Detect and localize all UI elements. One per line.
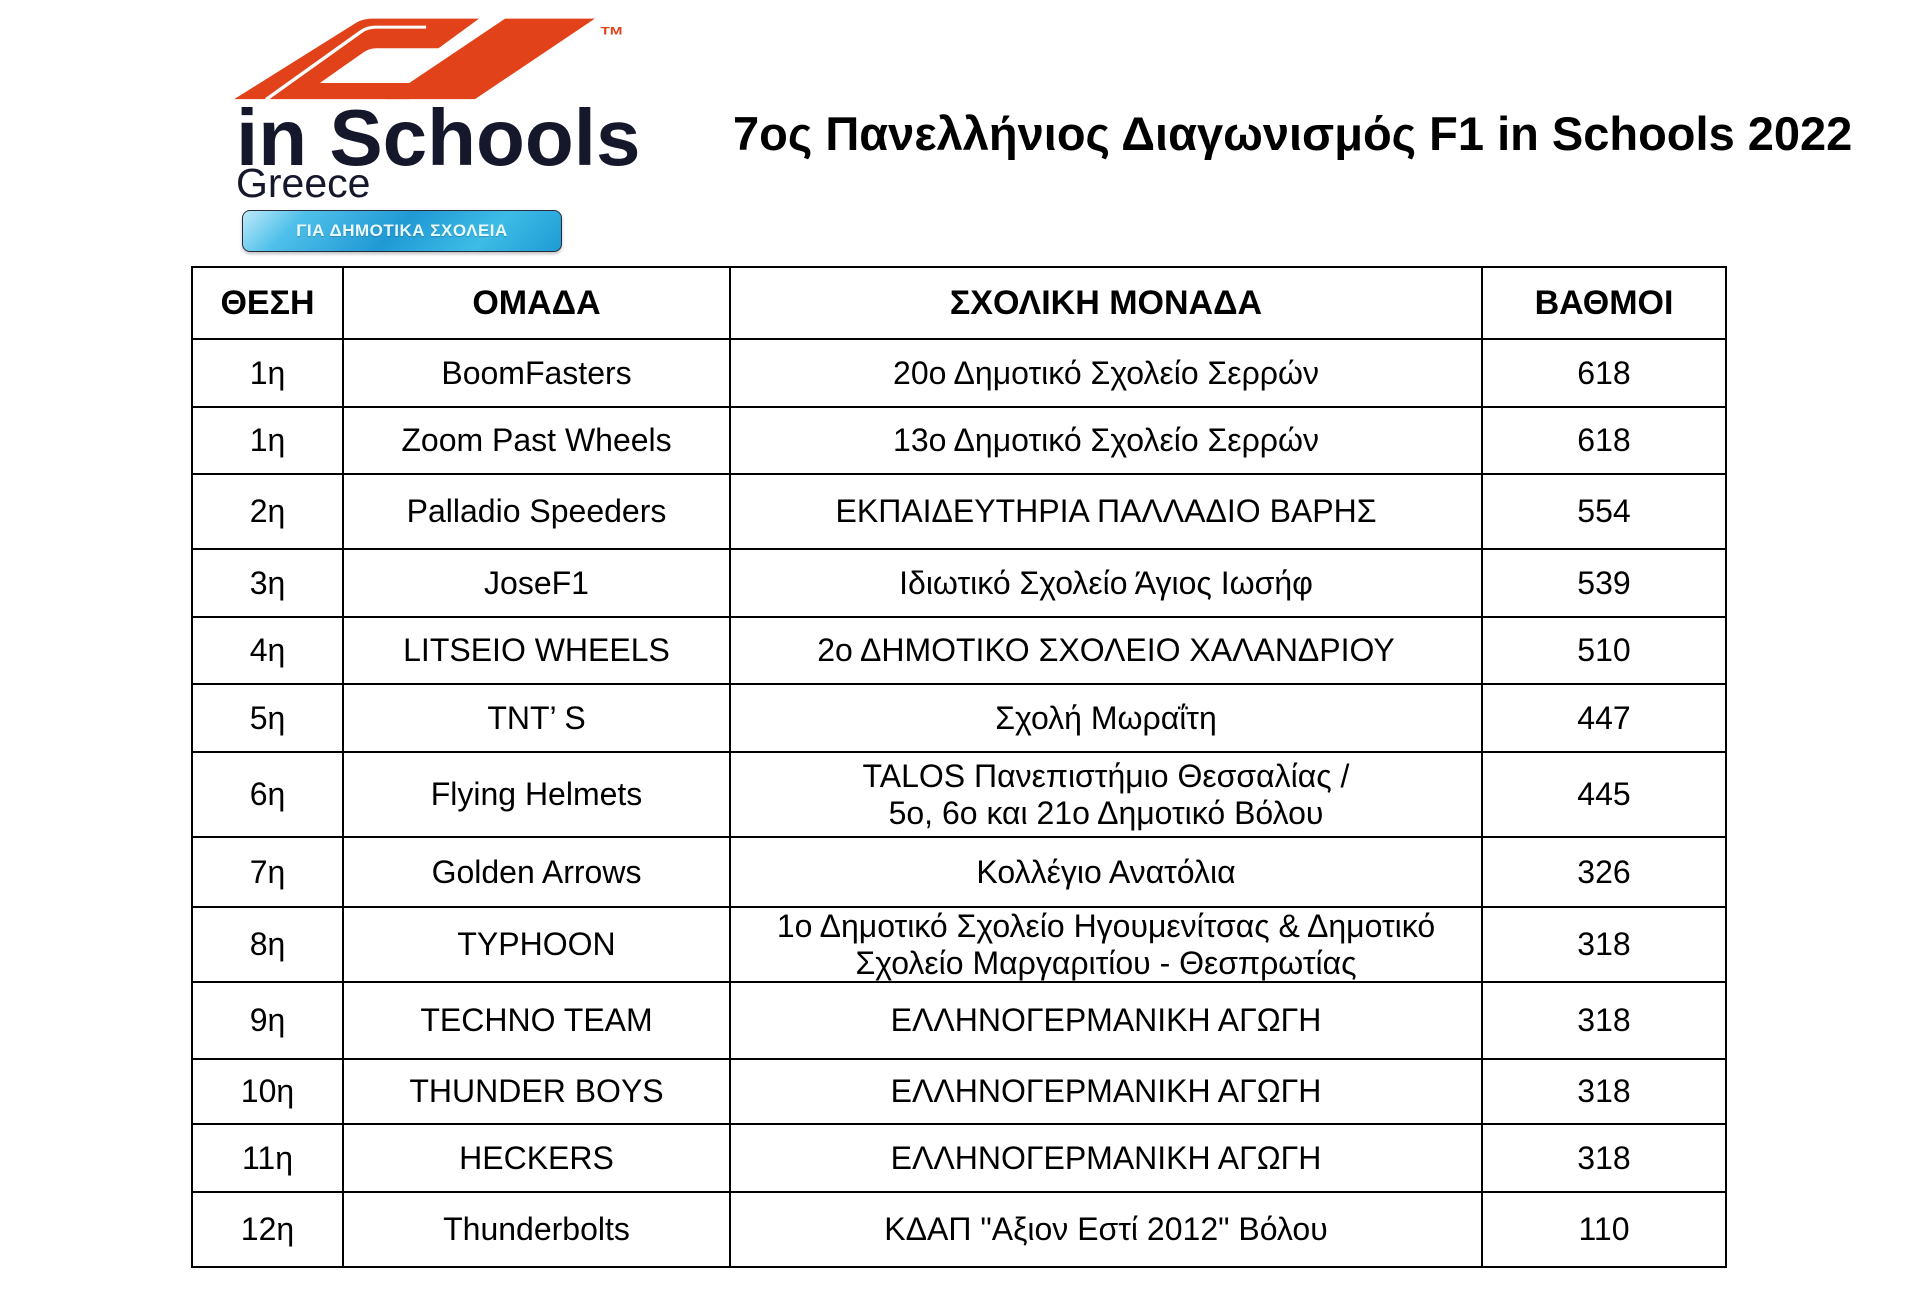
svg-text:TM: TM [601,24,623,37]
